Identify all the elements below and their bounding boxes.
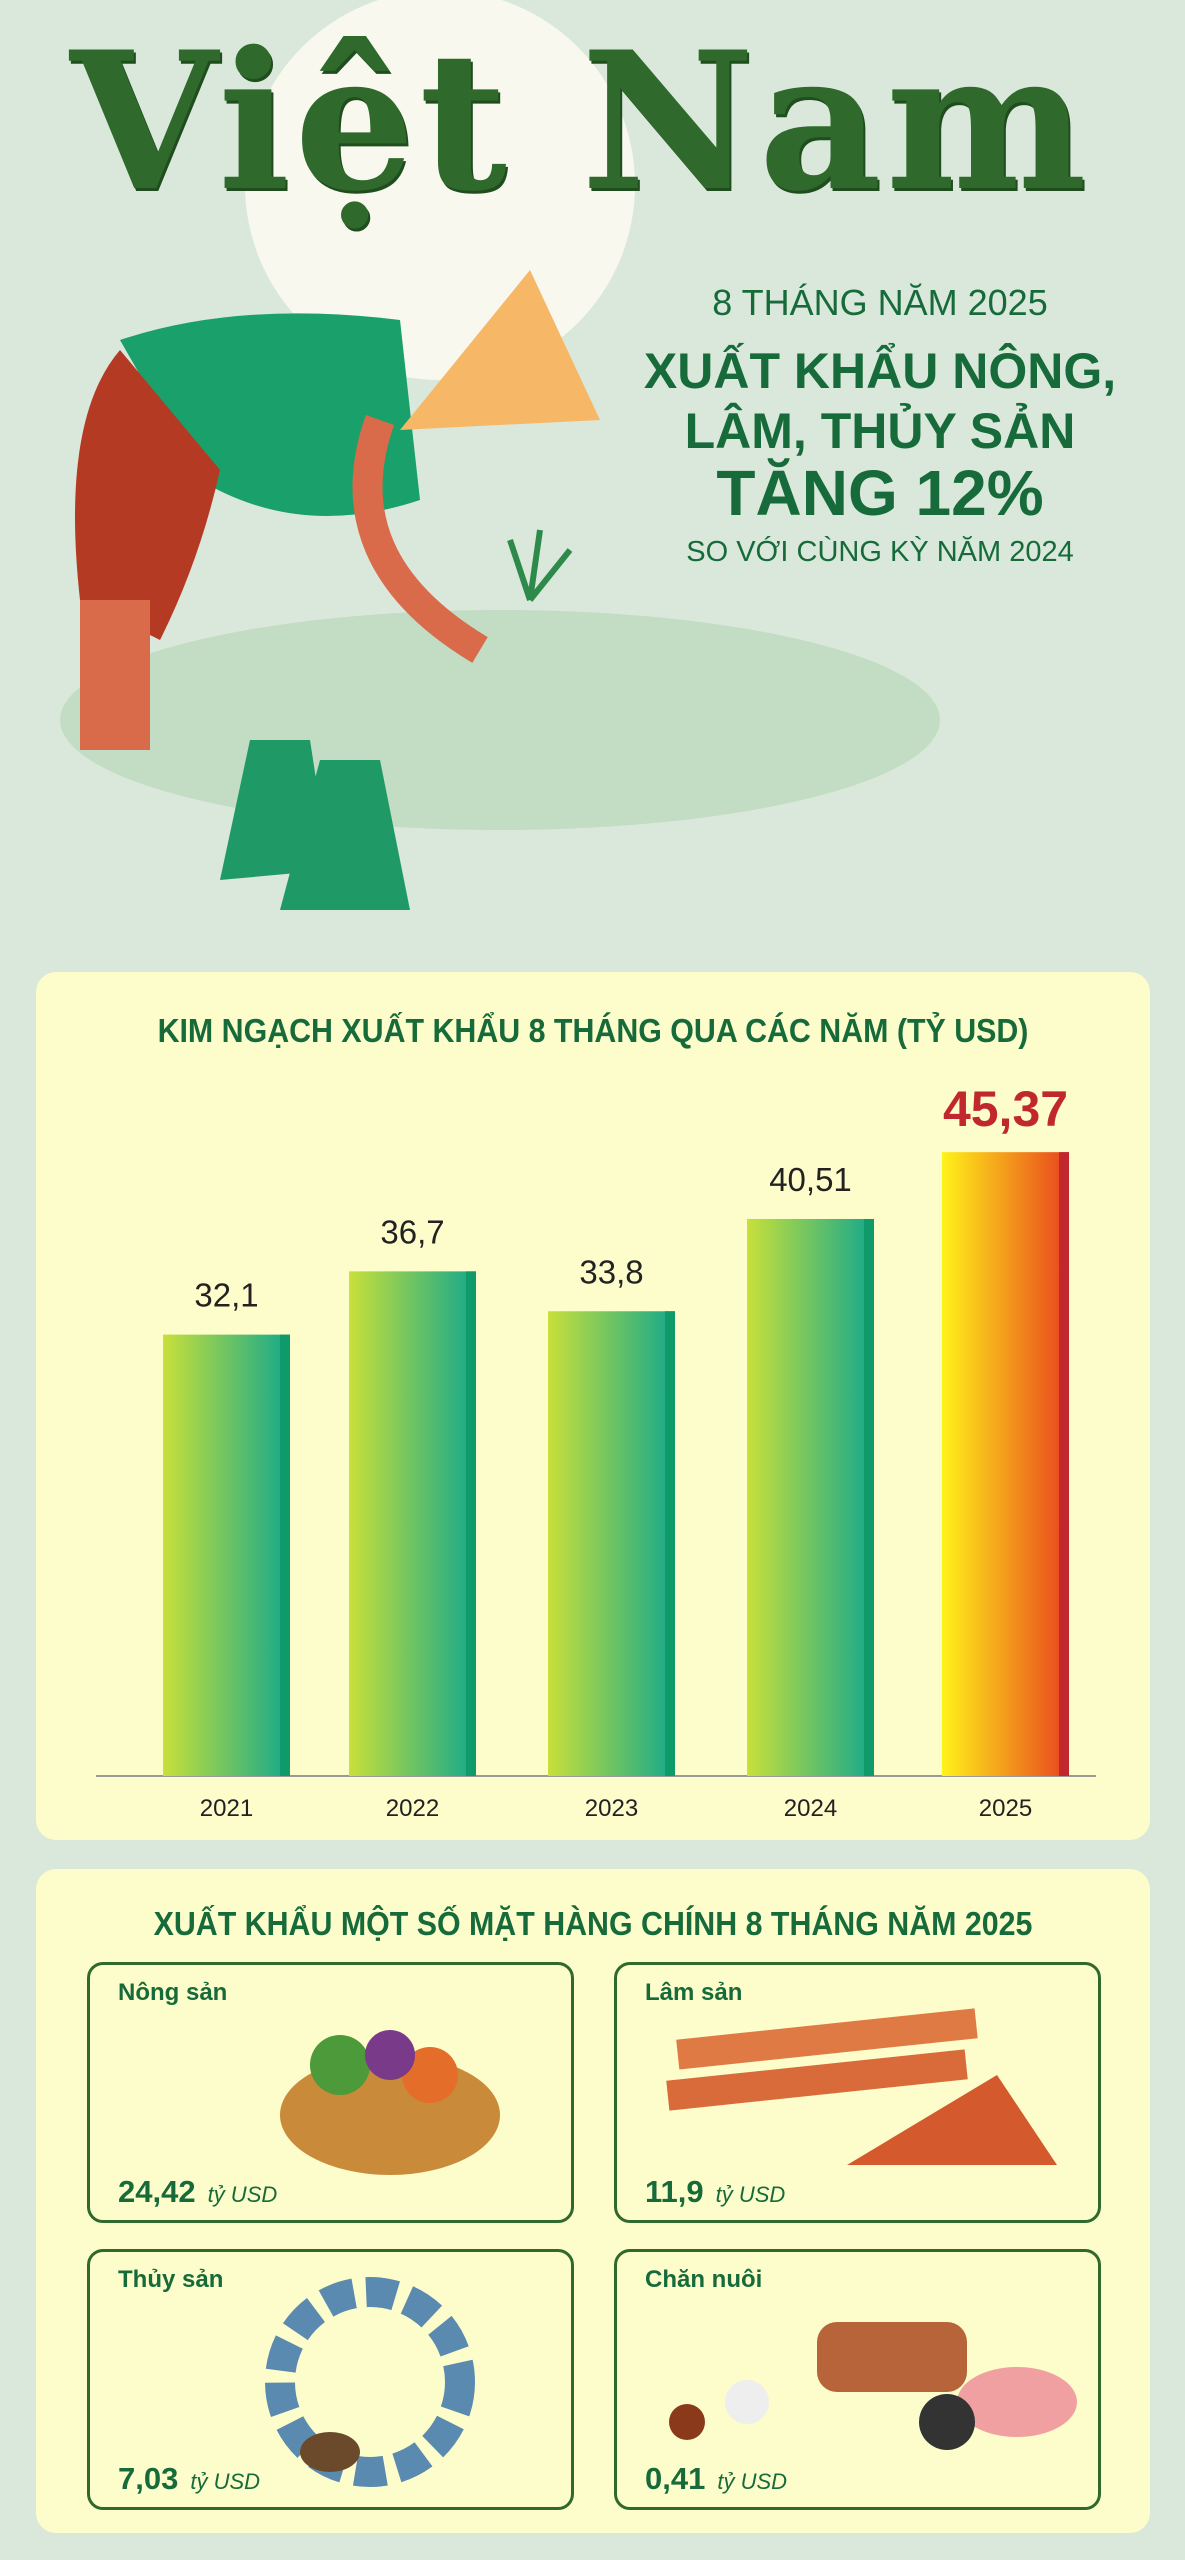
bar-edge (665, 1311, 675, 1776)
headline-line2: LÂM, THỦY SẢN (684, 403, 1076, 459)
bar-2022 (349, 1271, 476, 1776)
period-text: 8 THÁNG NĂM 2025 (712, 282, 1048, 323)
products-title: XUẤT KHẨU MỘT SỐ MẶT HÀNG CHÍNH 8 THÁNG … (153, 1905, 1033, 1942)
livestock-icon (669, 2322, 1077, 2450)
product-value: 0,41 (645, 2461, 706, 2496)
data-label: 32,1 (194, 1277, 258, 1314)
headline-line1: XUẤT KHẨU NÔNG, (643, 343, 1117, 399)
data-label: 45,37 (943, 1081, 1068, 1137)
vegetable-basket-icon (280, 2030, 500, 2175)
product-value-row: 7,03 tỷ USD (118, 2461, 260, 2497)
product-unit: tỷ USD (717, 2469, 788, 2494)
product-value-row: 24,42 tỷ USD (118, 2174, 277, 2210)
x-tick-label: 2021 (200, 1795, 253, 1822)
product-unit: tỷ USD (207, 2182, 278, 2207)
product-item: Lâm sản 11,9 tỷ USD (614, 1962, 1101, 2223)
data-label: 33,8 (579, 1253, 643, 1290)
bar-edge (864, 1218, 874, 1776)
chart-title: KIM NGẠCH XUẤT KHẨU 8 THÁNG QUA CÁC NĂM … (157, 1012, 1029, 1049)
products-card: XUẤT KHẨU MỘT SỐ MẶT HÀNG CHÍNH 8 THÁNG … (36, 1869, 1150, 2533)
product-name: Lâm sản (645, 1979, 743, 2006)
chart-card: KIM NGẠCH XUẤT KHẨU 8 THÁNG QUA CÁC NĂM … (36, 972, 1150, 1840)
farmer-illustration (60, 0, 940, 910)
product-item: Chăn nuôi 0,41 tỷ USD (614, 2249, 1101, 2510)
product-item: Thủy sản 7,03 tỷ USD (87, 2249, 574, 2510)
bar-2021 (163, 1334, 290, 1776)
product-name: Thủy sản (118, 2266, 224, 2293)
x-tick-label: 2023 (585, 1795, 638, 1822)
fish-icon (265, 2277, 475, 2487)
product-name: Chăn nuôi (645, 2266, 763, 2293)
product-value: 11,9 (645, 2174, 704, 2209)
product-value-row: 0,41 tỷ USD (645, 2461, 787, 2497)
bar-2024 (747, 1218, 874, 1776)
product-value: 7,03 (118, 2461, 179, 2496)
x-tick-label: 2025 (979, 1795, 1032, 1822)
comparison-text: SO VỚI CÙNG KỲ NĂM 2024 (686, 536, 1074, 568)
product-unit: tỷ USD (190, 2469, 261, 2494)
bar-2023 (548, 1311, 675, 1776)
bar-edge (280, 1334, 290, 1776)
x-tick-label: 2022 (386, 1795, 439, 1822)
data-label: 40,51 (769, 1161, 852, 1198)
wood-planks-icon (666, 2008, 1057, 2165)
product-value: 24,42 (118, 2174, 196, 2209)
product-name: Nông sản (118, 1979, 228, 2006)
growth-headline: TĂNG 12% (716, 457, 1044, 529)
data-label: 36,7 (380, 1213, 444, 1250)
brand-title: Việt Nam (70, 10, 1091, 233)
bar-edge (1059, 1152, 1069, 1776)
product-unit: tỷ USD (715, 2182, 786, 2207)
bar-edge (466, 1271, 476, 1776)
bar-2025 (942, 1152, 1069, 1776)
x-tick-label: 2024 (784, 1795, 837, 1822)
bar-chart: 32,1 2021 36,7 2022 33,8 2023 40,51 2024 45,37 20… (96, 1081, 1096, 1822)
product-value-row: 11,9 tỷ USD (645, 2174, 785, 2210)
product-item: Nông sản 24,42 tỷ USD (87, 1962, 574, 2223)
